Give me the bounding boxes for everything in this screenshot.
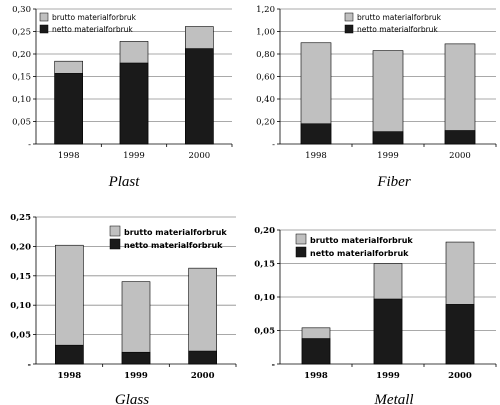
plast-x-tick-label: 1998: [58, 151, 80, 161]
metall-legend: brutto materialforbruk netto materialforb…: [295, 233, 413, 258]
fiber-y-tick-label: 0,60: [256, 73, 275, 83]
glass-bar-brutto-1998: [55, 244, 84, 365]
glass-bar-netto-1998: [55, 344, 84, 365]
plast-y-tick-label: 0,25: [12, 28, 31, 38]
metall-bar-netto-1998: [301, 338, 331, 365]
metall-legend-label: brutto materialforbruk: [310, 236, 413, 245]
plast-y-tick-label: -: [28, 140, 31, 150]
metall-y-tick-label: 0,05: [254, 327, 275, 337]
glass-y-tick-label: 0,10: [10, 301, 31, 311]
fiber-y-tick-label: 1,20: [256, 5, 275, 15]
metall-y-tick-label: 0,20: [254, 226, 275, 236]
fiber-bar-netto-1998: [300, 123, 332, 145]
fiber-bar-brutto-1999: [372, 50, 404, 145]
metall-y-tick-label: 0,15: [254, 260, 275, 270]
glass-y-tick-label: 0,15: [10, 272, 31, 282]
glass-legend-label: netto materialforbruk: [124, 241, 223, 250]
fiber-legend-label: netto materialforbruk: [357, 25, 438, 34]
fiber-legend: brutto materialforbruk netto materialforb…: [344, 12, 442, 34]
glass-x-tick-label: 2000: [191, 371, 215, 381]
fiber-y-tick-label: 0,80: [256, 50, 275, 60]
plast-caption: Plast: [108, 174, 141, 190]
glass-legend-swatch: [109, 225, 121, 237]
plast-legend-swatch: [39, 24, 49, 34]
plast-y-tick-label: 0,20: [12, 50, 31, 60]
glass-legend: brutto materialforbruk netto materialforb…: [109, 225, 227, 250]
glass-bar-brutto-1999: [121, 281, 151, 365]
plast-legend-swatch: [39, 12, 49, 22]
fiber-bar-netto-1999: [372, 131, 404, 145]
fiber-y-tick-label: 0,20: [256, 118, 275, 128]
glass-bar-netto-1999: [121, 351, 151, 365]
fiber-legend-swatch: [344, 12, 354, 22]
metall-legend-swatch: [295, 233, 307, 245]
metall-x-tick-label: 1998: [304, 371, 328, 381]
fiber-y-tick-label: 0,40: [256, 95, 275, 105]
metall-bar-netto-1999: [373, 298, 403, 365]
fiber-legend-swatch: [344, 24, 354, 34]
metall-y-tick-label: -: [271, 360, 275, 370]
glass-bar-brutto-2000: [188, 267, 217, 365]
glass-bar-netto-2000: [188, 350, 217, 365]
metall-y-tick-label: 0,10: [254, 293, 275, 303]
metall-caption: Metall: [373, 392, 413, 405]
plast-x-tick-label: 2000: [189, 151, 211, 161]
glass-y-tick-label: 0,25: [10, 213, 31, 223]
glass-x-tick-label: 1998: [57, 371, 81, 381]
fiber-x-tick-label: 1998: [305, 151, 327, 161]
glass-y-tick-label: -: [27, 360, 31, 370]
fiber-caption: Fiber: [376, 174, 410, 190]
plast-x-tick-label: 1999: [123, 151, 145, 161]
fiber-y-tick-label: -: [272, 140, 275, 150]
metall-bar-netto-2000: [445, 304, 475, 365]
plast-legend: brutto materialforbruk netto materialforb…: [39, 12, 137, 34]
plast-bar-netto-1998: [54, 73, 83, 145]
metall-x-tick-label: 2000: [448, 371, 472, 381]
plast-y-tick-label: 0,30: [12, 5, 31, 15]
glass-legend-swatch: [109, 238, 121, 250]
plast-chart: - 0,05 0,10 0,15 0,20 0,25 0,30 1998 1999 2000 bru…: [12, 5, 233, 190]
metall-chart: - 0,05 0,10 0,15 0,20 1998 1999 2000 brutto mate…: [254, 226, 497, 405]
glass-caption: Glass: [115, 392, 149, 405]
fiber-bar-brutto-2000: [444, 43, 476, 145]
plast-y-tick-label: 0,10: [12, 95, 31, 105]
plast-legend-label: brutto materialforbruk: [52, 13, 137, 22]
glass-y-tick-label: 0,20: [10, 242, 31, 252]
fiber-chart: - 0,20 0,40 0,60 0,80 1,00 1,20 1998 1999 2000 bru…: [256, 5, 497, 190]
plast-bar-netto-2000: [185, 48, 214, 145]
glass-y-tick-label: 0,05: [10, 331, 31, 341]
plast-y-tick-label: 0,05: [12, 118, 31, 128]
plast-y-tick-label: 0,15: [12, 73, 31, 83]
fiber-y-tick-label: 1,00: [256, 28, 275, 38]
fiber-legend-label: brutto materialforbruk: [357, 13, 442, 22]
fiber-bar-netto-2000: [444, 130, 476, 145]
metall-legend-label: netto materialforbruk: [310, 249, 409, 258]
fiber-x-tick-label: 2000: [449, 151, 471, 161]
glass-chart: - 0,05 0,10 0,15 0,20 0,25 1998 1999 2000 brutto …: [10, 213, 237, 405]
glass-legend-label: brutto materialforbruk: [124, 228, 227, 237]
glass-x-tick-label: 1999: [124, 371, 148, 381]
plast-bar-netto-1999: [119, 62, 149, 145]
fiber-x-tick-label: 1999: [377, 151, 399, 161]
plast-legend-label: netto materialforbruk: [52, 25, 133, 34]
metall-x-tick-label: 1999: [376, 371, 400, 381]
metall-legend-swatch: [295, 246, 307, 258]
